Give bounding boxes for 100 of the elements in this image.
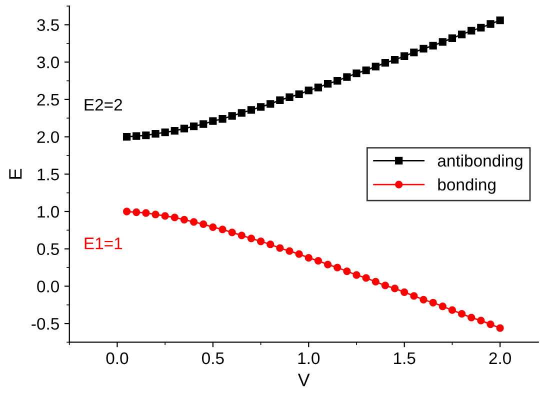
point — [400, 52, 408, 60]
point — [276, 244, 284, 252]
point — [420, 44, 428, 52]
point — [410, 48, 418, 56]
point — [152, 130, 160, 138]
point — [381, 282, 390, 290]
point — [247, 234, 256, 242]
y-tick-label: 0.0 — [37, 280, 60, 292]
point — [372, 278, 380, 286]
point — [304, 254, 312, 262]
point — [132, 132, 140, 140]
point — [458, 310, 466, 318]
point — [343, 267, 351, 276]
y-tick-label: 1.5 — [38, 168, 59, 180]
point — [132, 208, 140, 216]
point — [170, 214, 178, 222]
point — [352, 69, 360, 78]
point — [247, 106, 256, 114]
point — [180, 216, 188, 224]
point — [362, 66, 370, 74]
point — [400, 288, 408, 296]
point — [314, 256, 322, 265]
point — [286, 247, 294, 255]
y-tick-label: 2.0 — [37, 131, 60, 144]
point — [429, 298, 437, 306]
annotation: E1=1 — [84, 238, 122, 250]
point — [390, 284, 399, 292]
point — [343, 73, 351, 81]
point — [286, 93, 294, 102]
point — [486, 320, 494, 328]
point — [142, 131, 150, 140]
point — [486, 20, 494, 28]
point — [190, 218, 198, 226]
point — [362, 274, 370, 282]
point — [381, 59, 390, 67]
y-tick-label: 2.5 — [37, 94, 59, 106]
point — [209, 223, 217, 232]
legend-label: antibonding — [438, 154, 522, 170]
point — [477, 316, 485, 324]
point — [372, 62, 380, 70]
point — [295, 90, 303, 98]
x-tick-label: 0.5 — [202, 352, 224, 364]
legend-label: bonding — [438, 178, 496, 194]
point — [209, 117, 217, 125]
point — [152, 210, 160, 218]
point — [420, 296, 428, 304]
y-tick-label: 1.0 — [38, 206, 60, 218]
point — [468, 314, 476, 322]
x-tick-label: 1.5 — [394, 352, 416, 364]
point — [410, 292, 418, 300]
point — [238, 109, 246, 117]
point — [304, 86, 312, 94]
x-tick-label: 1.0 — [298, 352, 320, 364]
point — [496, 16, 504, 24]
point — [266, 100, 274, 108]
point — [429, 42, 437, 50]
point — [324, 80, 332, 88]
point — [161, 128, 169, 136]
point — [200, 120, 208, 128]
point — [390, 56, 399, 64]
y-axis-title: E — [9, 168, 22, 179]
y-tick-label: 3.0 — [37, 56, 60, 68]
y-tick-label: 3.5 — [37, 19, 59, 31]
point — [256, 103, 265, 111]
point — [468, 26, 476, 35]
point — [266, 240, 274, 248]
y-tick-label: -0.5 — [32, 318, 59, 330]
x-tick-label: 2.0 — [489, 352, 511, 364]
x-tick-label: 0.0 — [106, 352, 128, 364]
point — [170, 127, 178, 135]
point — [200, 220, 208, 228]
point — [448, 34, 456, 42]
point — [295, 250, 303, 258]
point — [161, 212, 169, 220]
point — [448, 306, 456, 314]
point — [122, 208, 131, 216]
point — [477, 24, 485, 32]
annotation: E2=2 — [84, 98, 122, 111]
point — [122, 132, 131, 141]
point — [142, 209, 150, 217]
point — [228, 228, 236, 236]
x-axis-title: V — [298, 374, 310, 386]
point — [256, 238, 265, 246]
point — [352, 271, 360, 279]
point — [190, 122, 198, 130]
point — [228, 112, 236, 120]
point — [438, 38, 446, 46]
point — [180, 124, 188, 132]
point — [438, 302, 446, 310]
point — [334, 76, 342, 85]
point — [334, 264, 342, 272]
point — [218, 115, 226, 123]
point — [238, 232, 246, 240]
point — [324, 260, 332, 268]
point — [458, 30, 466, 38]
point — [496, 324, 504, 332]
point — [276, 96, 284, 104]
point — [314, 84, 322, 92]
point — [218, 226, 226, 234]
y-tick-label: 0.5 — [37, 243, 59, 256]
